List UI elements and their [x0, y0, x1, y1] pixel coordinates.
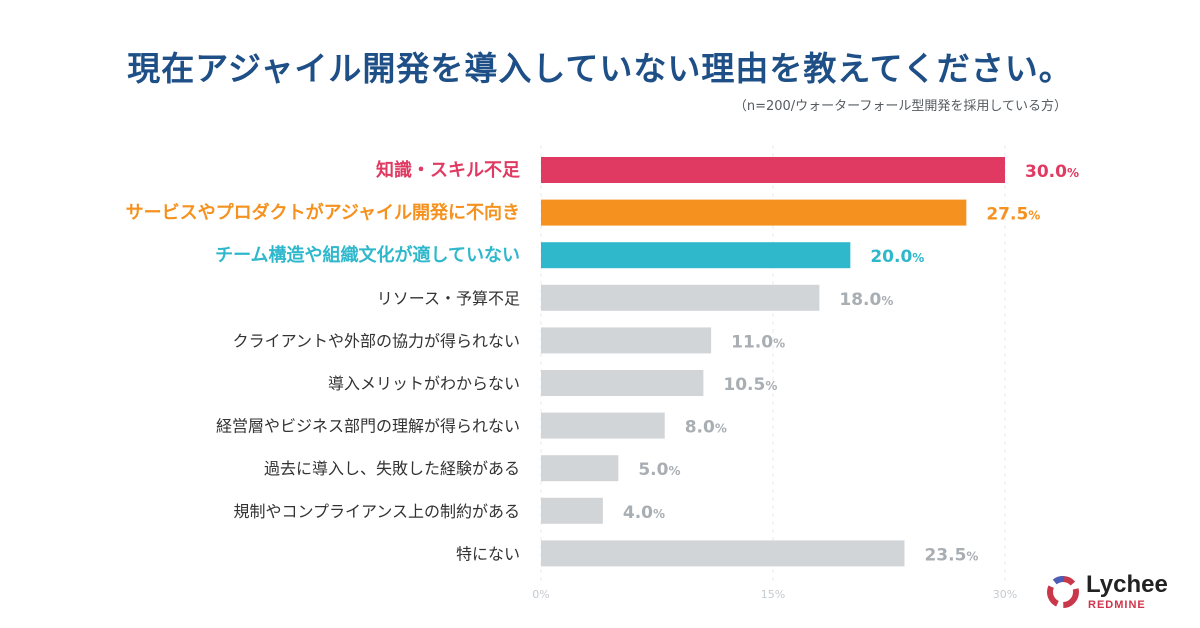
- bar: [541, 327, 712, 354]
- category-label: 規制やコンプライアンス上の制約がある: [233, 502, 520, 521]
- data-label: 20.0%: [870, 247, 924, 267]
- data-label: 11.0%: [731, 332, 785, 352]
- logo-subtext: REDMINE: [1088, 599, 1146, 611]
- lychee-redmine-logo: Lychee REDMINE: [1046, 571, 1186, 615]
- category-label: クライアントや外部の協力が得られない: [233, 331, 520, 350]
- bar: [541, 497, 603, 524]
- lychee-logo-icon: [1047, 576, 1079, 608]
- data-label: 18.0%: [839, 290, 893, 310]
- chart-subtitle: （n=200/ウォーターフォール型開発を採用している方）: [733, 99, 1067, 114]
- bar: [541, 455, 619, 482]
- x-tick-label: 0%: [532, 588, 549, 601]
- category-label: 導入メリットがわからない: [328, 374, 520, 393]
- data-label: 23.5%: [924, 545, 978, 565]
- category-label: 経営層やビジネス部門の理解が得られない: [216, 417, 520, 436]
- bar: [541, 412, 665, 439]
- x-tick-label: 15%: [761, 588, 785, 601]
- bar: [541, 370, 704, 396]
- category-label: リソース・予算不足: [377, 289, 520, 308]
- data-label: 10.5%: [723, 375, 777, 395]
- data-label: 27.5%: [986, 205, 1040, 225]
- chart-title: 現在アジャイル開発を導入していない理由を教えてください。: [127, 49, 1073, 88]
- logo-name: Lychee: [1086, 571, 1168, 598]
- data-label: 8.0%: [685, 418, 727, 438]
- x-tick-label: 30%: [993, 588, 1017, 601]
- bar: [541, 242, 851, 269]
- category-label: 知識・スキル不足: [376, 159, 520, 181]
- bar: [541, 540, 905, 567]
- bar: [541, 157, 1005, 183]
- category-label: 特にない: [456, 544, 520, 563]
- data-label: 30.0%: [1025, 162, 1079, 182]
- category-label: 過去に導入し、失敗した経験がある: [264, 459, 520, 478]
- bar: [541, 199, 967, 226]
- bar: [541, 284, 820, 311]
- category-label: チーム構造や組織文化が適していない: [215, 244, 520, 266]
- data-label: 4.0%: [623, 503, 665, 523]
- data-label: 5.0%: [638, 460, 680, 480]
- category-label: サービスやプロダクトがアジャイル開発に不向き: [126, 202, 520, 224]
